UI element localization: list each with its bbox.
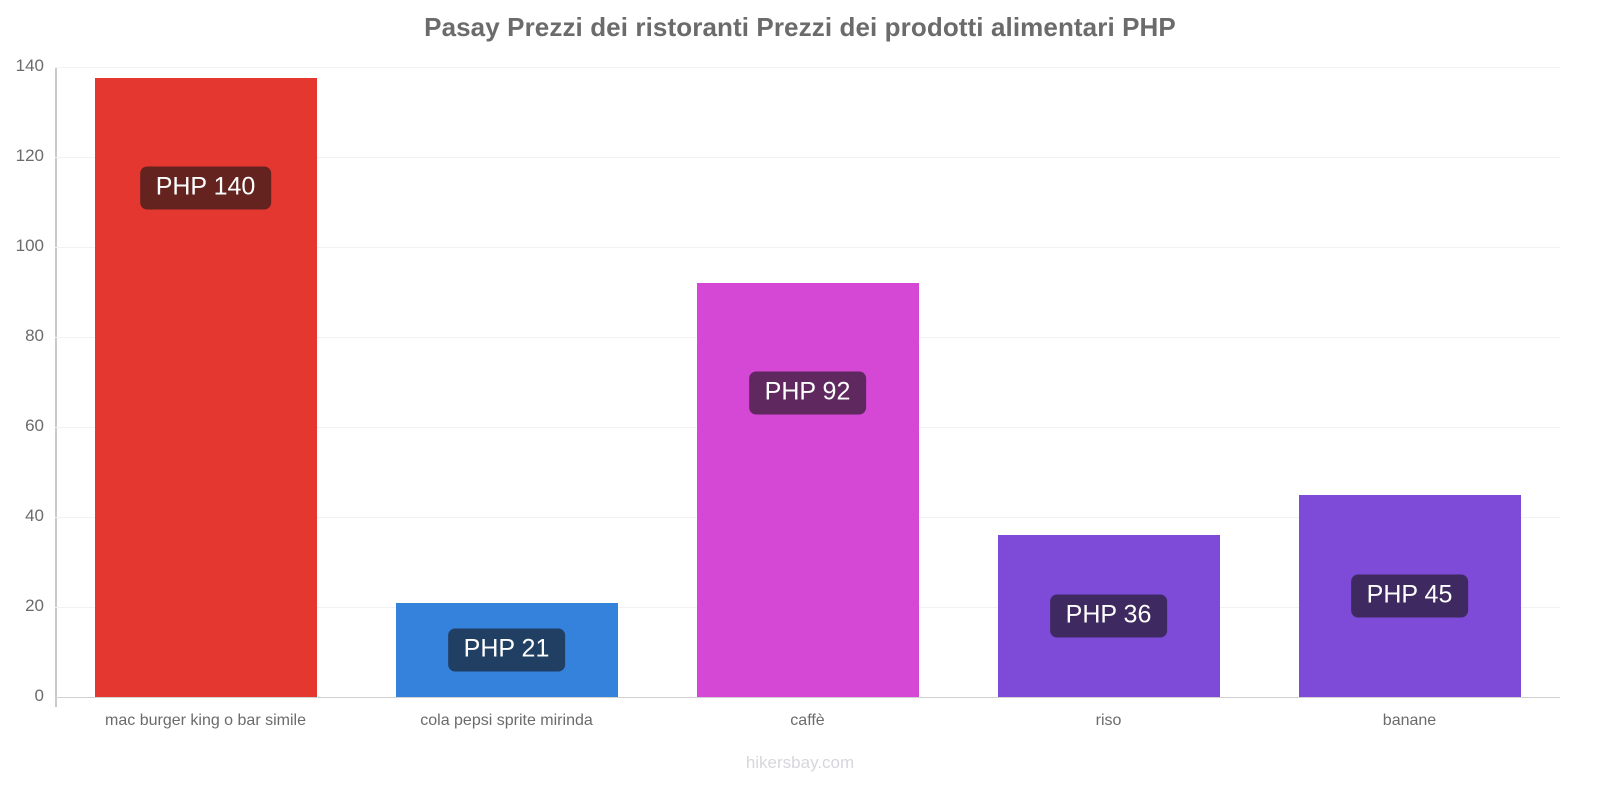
y-axis-tick-label: 0 xyxy=(34,686,44,705)
gridline-0 xyxy=(55,697,1560,698)
bar-value-label: PHP 36 xyxy=(1049,594,1168,638)
x-axis-tick-label: caffè xyxy=(790,712,825,729)
y-axis-tick-label: 60 xyxy=(25,416,44,435)
y-axis-tick-label: 140 xyxy=(15,56,44,75)
gridline-120 xyxy=(55,157,1560,158)
bar-value-label: PHP 92 xyxy=(748,371,867,415)
bar-value-label: PHP 140 xyxy=(139,166,272,210)
footer-credit: hikersbay.com xyxy=(745,753,855,772)
x-axis-tick-label: banane xyxy=(1382,712,1437,729)
plot-area: PHP 140 PHP 21 PHP 92 PHP 36 PHP 45 xyxy=(55,67,1560,698)
x-axis-tick-label: riso xyxy=(1095,712,1122,729)
chart-title: Pasay Prezzi dei ristoranti Prezzi dei p… xyxy=(424,12,1176,42)
x-axis-tick-label: cola pepsi sprite mirinda xyxy=(420,712,593,729)
gridline-100 xyxy=(55,247,1560,248)
y-axis-tick-label: 80 xyxy=(25,326,44,345)
y-axis-tick-label: 120 xyxy=(15,146,44,165)
y-axis-tick-label: 20 xyxy=(25,596,44,615)
bar-value-label: PHP 45 xyxy=(1350,574,1469,618)
y-axis-line xyxy=(55,67,57,707)
x-axis-tick-label: mac burger king o bar simile xyxy=(105,712,306,729)
bar-3[interactable] xyxy=(696,283,919,697)
y-axis-tick-label: 40 xyxy=(25,506,44,525)
gridline-140 xyxy=(55,67,1560,68)
bar-value-label: PHP 21 xyxy=(447,628,566,672)
y-axis-tick-label: 100 xyxy=(15,236,44,255)
